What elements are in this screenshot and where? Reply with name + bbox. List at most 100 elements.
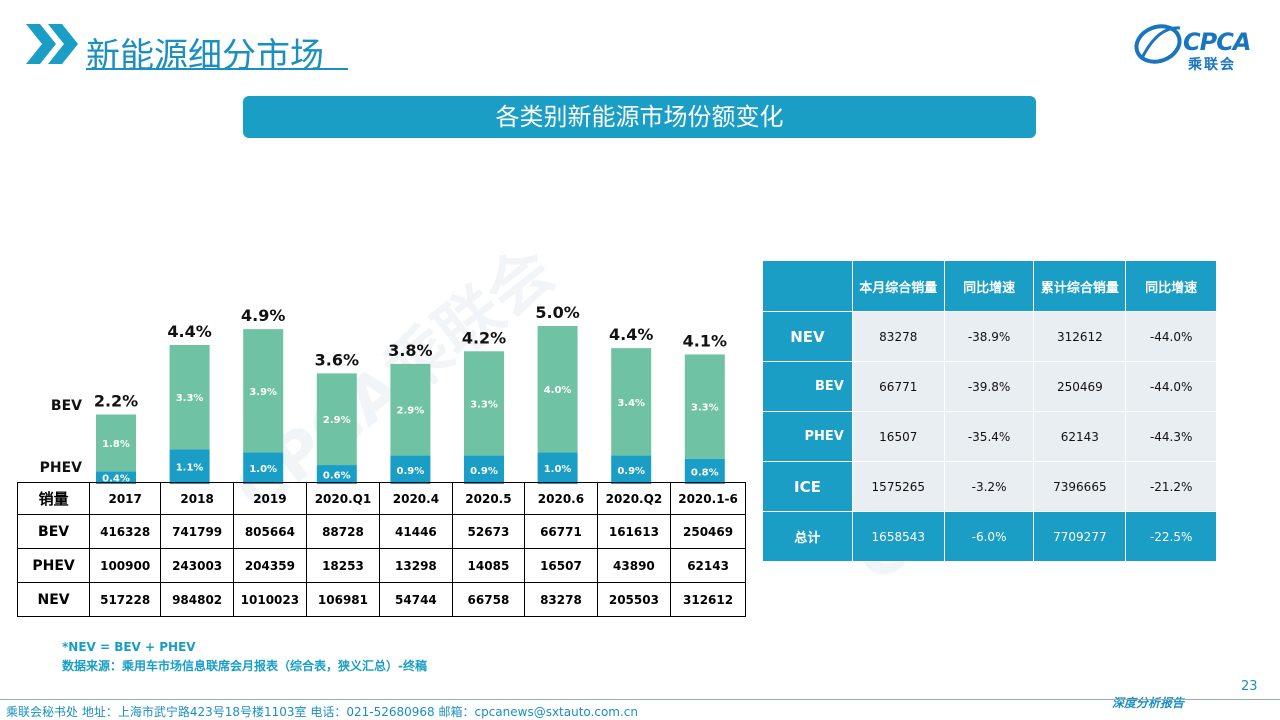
data-label-phev: 0.9% [397,466,425,477]
sales-table-header-cell: 销量 [16,482,91,515]
logo-brand: CPCA [1183,28,1251,56]
stats-table-cell: -22.5% [1125,511,1217,562]
sales-table-row-label: BEV [16,514,91,549]
sales-table-header-cell: 2020.Q1 [305,482,381,515]
stats-table-cell: -38.9% [943,311,1035,362]
total-label: 5.0% [535,303,579,322]
formula-note: *NEV = BEV + PHEV [62,640,196,654]
bar-bev [243,329,284,453]
bar-bev [464,351,504,456]
stats-table-row: 总计 1658543 -6.0% 7709277 -22.5% [762,511,1217,562]
bar-phev [316,465,357,484]
data-label-phev: 0.8% [691,467,719,478]
sales-table-header-cell: 2020.4 [379,482,453,515]
sales-table-cell: 205503 [596,582,672,617]
sales-table-cell: 13298 [379,548,453,583]
sales-table-cell: 16507 [524,548,598,583]
footer-divider [0,699,1280,700]
sales-table-cell: 805664 [233,514,307,549]
sales-table-header-cell: 2020.5 [451,482,526,515]
sales-table-header-cell: 2017 [89,482,162,515]
sales-table-cell: 1010023 [233,582,307,617]
bar-phev [611,455,652,484]
sales-table-cell: 83278 [524,582,598,617]
chart-title-banner: 各类别新能源市场份额变化 [243,96,1036,138]
footer-contact: 乘联会秘书处 地址：上海市武宁路423号18号楼1103室 电话：021-526… [6,705,639,719]
bar-phev [169,449,210,484]
sales-table-header-row: 销量 2017 2018 2019 2020.Q1 2020.4 2020.5 2020.6 2… [16,482,746,515]
chevron-icon [26,24,78,64]
bar-bev [169,344,210,450]
stats-table-row-label: 总计 [762,511,853,562]
stats-table-cell: -35.4% [943,411,1035,462]
stats-table-cell: 1658543 [851,511,945,562]
legend-phev: PHEV [40,460,83,476]
stats-table-cell: -44.3% [1125,411,1217,462]
stats-table-cell: 83278 [851,311,945,362]
stats-table-cell: 250469 [1033,361,1127,412]
sales-table-cell: 243003 [160,548,235,583]
data-label-phev: 0.4% [102,474,130,485]
data-label-bev: 3.9% [249,387,277,398]
bar-bev [684,354,725,459]
stats-table-row: ICE 1575265 -3.2% 7396665 -21.2% [762,461,1217,512]
sales-table-header-cell: 2020.6 [524,482,598,515]
sales-table-cell: 517228 [89,582,162,617]
sales-table-cell: 106981 [305,582,381,617]
sales-table-cell: 161613 [596,514,672,549]
stats-table-cell: -44.0% [1125,361,1217,412]
total-label: 4.4% [167,322,211,341]
stats-table-cell: 1575265 [851,461,945,512]
data-label-bev: 3.3% [176,393,204,404]
data-label-phev: 1.1% [176,463,204,474]
stats-table-header-cell: 本月综合销量 [851,260,945,312]
stats-table-row: PHEV 16507 -35.4% 62143 -44.3% [762,411,1217,462]
bar-phev [537,452,578,484]
data-label-phev: 0.9% [470,466,498,477]
sales-table-cell: 250469 [670,514,746,549]
stats-table-row-label: BEV [762,361,853,412]
bar-bev [611,348,652,456]
sales-table-cell: 18253 [305,548,381,583]
stats-table-cell: 62143 [1033,411,1127,462]
data-label-phev: 1.0% [544,464,572,475]
stats-table-cell: 7396665 [1033,461,1127,512]
sales-table: 销量 2017 2018 2019 2020.Q1 2020.4 2020.5 2020.6 2… [16,482,746,617]
stacked-bar-chart: 0.4% 1.8% 2.2% 1.1% 3.3% 4.4% 1.0% 3.9% 4.9% 0.6%… [40,303,727,485]
sales-table-cell: 984802 [160,582,235,617]
data-label-bev: 1.8% [102,439,130,450]
total-label: 3.6% [315,350,359,369]
total-label: 4.2% [462,328,506,347]
sales-table-cell: 66758 [451,582,526,617]
data-label-bev: 3.3% [470,399,498,410]
total-label: 4.9% [241,306,285,325]
bar-phev [243,452,284,484]
total-label: 4.4% [609,325,653,344]
sales-table-cell: 14085 [451,548,526,583]
bar-phev [464,455,504,484]
sales-table-row-label: PHEV [16,548,91,583]
stats-table-row: NEV 83278 -38.9% 312612 -44.0% [762,311,1217,362]
bar-bev [537,326,578,453]
sales-table-cell: 54744 [379,582,453,617]
stats-table-header-cell: 同比增速 [1125,260,1217,312]
stats-table-cell: -39.8% [943,361,1035,412]
sales-table-cell: 66771 [524,514,598,549]
stats-table-header-cell: 累计综合销量 [1033,260,1127,312]
sales-table-cell: 204359 [233,548,307,583]
sales-table-header-cell: 2019 [233,482,307,515]
total-label: 4.1% [683,331,727,350]
stats-table-row-label: ICE [762,461,853,512]
total-label: 3.8% [388,341,432,360]
sales-table-row: NEV 517228 984802 1010023 106981 54744 66758 83… [16,582,746,617]
data-label-bev: 3.4% [617,398,645,409]
bar-phev [684,458,725,484]
data-label-bev: 2.9% [323,415,351,426]
cpca-logo [1134,24,1182,64]
sales-table-cell: 52673 [451,514,526,549]
sales-table-row: PHEV 100900 243003 204359 18253 13298 14085 165… [16,548,746,583]
bar-phev [96,471,136,484]
bar-bev [390,363,431,456]
stats-table-cell: 312612 [1033,311,1127,362]
sales-table-cell: 741799 [160,514,235,549]
